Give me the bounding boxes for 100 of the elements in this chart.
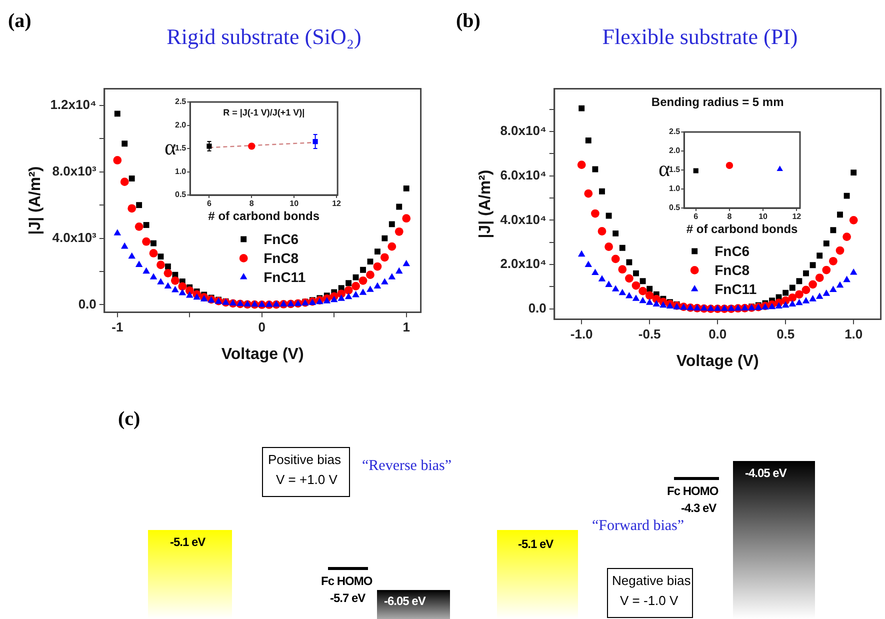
text: -4.05 eV	[745, 466, 786, 480]
x-tick-label: 10	[758, 212, 768, 222]
point	[172, 286, 179, 292]
point	[158, 254, 164, 260]
text: Negative bias	[612, 573, 691, 588]
point	[164, 268, 172, 278]
point	[374, 248, 380, 255]
point	[619, 244, 626, 251]
legend-label: FnC8	[264, 250, 299, 266]
point	[604, 242, 613, 251]
point	[626, 292, 633, 298]
point	[822, 290, 830, 296]
point	[374, 282, 382, 289]
point	[136, 202, 142, 208]
point	[822, 266, 831, 274]
point	[842, 232, 851, 241]
point	[599, 188, 605, 194]
x-tick-label: 10	[290, 199, 300, 208]
x-axis-title: Voltage (V)	[221, 346, 304, 363]
y-axis-title: α	[658, 156, 670, 181]
point	[843, 276, 850, 282]
point	[611, 254, 620, 264]
x-tick-label: -1.0	[570, 326, 593, 342]
point	[323, 297, 331, 304]
point	[577, 160, 586, 169]
text: -5.1 eV	[170, 535, 206, 549]
point	[639, 296, 646, 304]
y-tick-label: 6.0x10⁴	[500, 167, 546, 182]
point	[823, 240, 830, 246]
y-tick-label: 8.0x10⁴	[500, 123, 546, 138]
x-tick-label: -0.5	[638, 326, 661, 342]
point	[830, 227, 836, 234]
point	[808, 280, 817, 289]
point	[388, 273, 396, 280]
chart-title: Flexible substrate (PI)	[602, 24, 798, 50]
point	[338, 294, 345, 301]
legend-label: FnC11	[714, 281, 757, 298]
annotation: R = |J(-1 V)/J(+1 V)|	[223, 107, 305, 118]
point	[590, 209, 600, 218]
point	[178, 288, 186, 296]
x-tick-label: -1	[112, 320, 124, 335]
point	[618, 288, 626, 296]
x-tick-label: 6	[206, 199, 212, 208]
point	[810, 262, 816, 268]
text: Fc HOMO	[667, 484, 718, 498]
y-tick-label: 2.0	[668, 146, 681, 156]
point	[578, 250, 586, 257]
point	[388, 221, 395, 228]
point	[344, 286, 353, 294]
point	[402, 260, 410, 266]
point	[632, 281, 640, 290]
point	[816, 252, 823, 259]
point	[352, 274, 359, 280]
x-axis-title: # of carbond bonds	[208, 209, 320, 224]
point	[346, 280, 352, 286]
point	[584, 260, 592, 268]
point	[395, 267, 403, 274]
y-tick-label: 0.0	[528, 300, 546, 316]
point	[795, 290, 804, 299]
point	[373, 262, 382, 271]
y-tick-label: 1.0	[174, 166, 187, 176]
x-tick-label: 12	[332, 199, 342, 208]
y-tick-label: 1.0	[668, 184, 681, 194]
point	[775, 302, 782, 308]
x-tick-label: 12	[792, 212, 802, 222]
point	[809, 295, 816, 302]
y-axis-title: α	[164, 134, 176, 160]
point	[796, 298, 803, 306]
point	[632, 294, 640, 301]
point	[606, 212, 612, 219]
text: -5.1 eV	[518, 537, 554, 551]
point	[360, 266, 366, 273]
point	[150, 273, 158, 280]
point	[359, 288, 367, 295]
point	[396, 204, 402, 210]
point	[135, 260, 143, 267]
y-tick-label: 2.0x10⁴	[500, 256, 546, 272]
x-tick-label: 0.0	[708, 326, 727, 342]
point	[816, 292, 824, 299]
point	[352, 282, 360, 290]
x-tick-label: 0.5	[776, 326, 795, 342]
point	[640, 278, 646, 284]
point	[122, 140, 128, 147]
point	[585, 137, 592, 144]
point	[156, 260, 165, 270]
text: -5.7 eV	[330, 591, 366, 605]
point	[802, 297, 810, 304]
point	[352, 290, 360, 298]
annotation: Bending radius = 5 mm	[651, 95, 784, 110]
legend-label: FnC6	[714, 243, 750, 260]
point	[394, 227, 404, 236]
point	[388, 242, 396, 251]
x-axis-title: Voltage (V)	[676, 352, 759, 370]
point	[584, 189, 593, 198]
point	[142, 267, 150, 274]
y-tick-label: 2.0	[174, 120, 187, 130]
text: (c)	[118, 408, 140, 431]
x-tick-label: 6	[694, 212, 699, 222]
x-axis-title: # of carbond bonds	[686, 222, 798, 236]
point	[789, 284, 796, 291]
